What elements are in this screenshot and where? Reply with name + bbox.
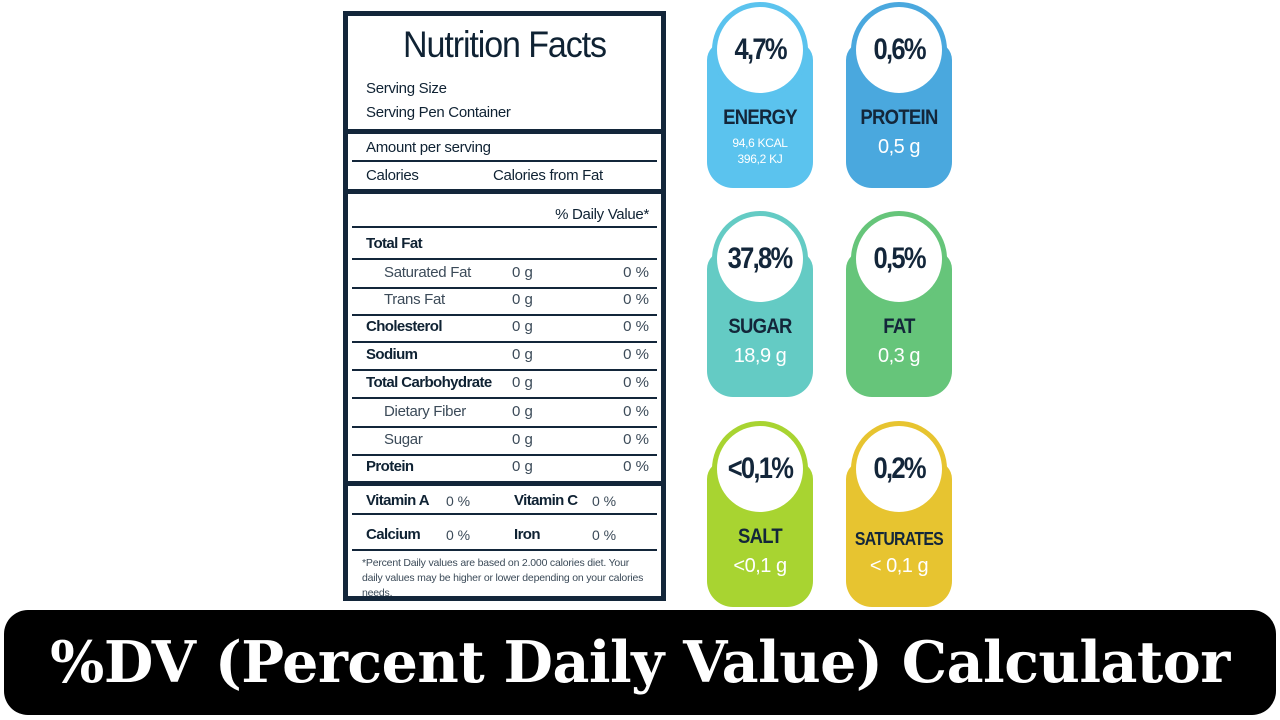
- nutrient-name: Saturated Fat: [384, 264, 471, 281]
- badge-percent: 0,2%: [873, 452, 926, 485]
- vitamin-percent: 0 %: [446, 527, 471, 543]
- vitamin-percent: 0 %: [592, 527, 617, 543]
- badge-name: FAT: [883, 315, 915, 338]
- nutrient-name: Total Carbohydrate: [366, 374, 492, 391]
- vitamin-percent: 0 %: [446, 493, 471, 509]
- badge-sub-kj: 396,2 KJ: [737, 152, 783, 166]
- nutrient-row: Protein 0 g 0 %: [352, 453, 657, 481]
- nutrient-amount: 0 g: [512, 458, 533, 475]
- nutrition-facts-title: Nutrition Facts: [403, 24, 607, 65]
- nutrient-percent: 0 %: [623, 403, 649, 420]
- nutrient-name: Total Fat: [366, 235, 423, 252]
- calories-from-fat-label: Calories from Fat: [493, 167, 603, 184]
- salt-badge: <0,1% SALT <0,1 g: [707, 421, 813, 607]
- nutrient-name: Sodium: [366, 346, 418, 363]
- amount-per-serving: Amount per serving: [366, 139, 491, 156]
- nutrient-row: Saturated Fat 0 g 0 %: [352, 259, 657, 289]
- nutrition-facts-label: Nutrition Facts Serving Size Serving Pen…: [343, 11, 666, 601]
- nutrient-name: Dietary Fiber: [384, 403, 466, 420]
- nutrient-row: Total Fat: [352, 230, 657, 260]
- nutrient-row: Cholesterol 0 g 0 %: [352, 313, 657, 343]
- badge-name: SATURATES: [854, 529, 944, 549]
- banner-title: %DV (Percent Daily Value) Calculator: [50, 629, 1230, 696]
- nutrient-percent: 0 %: [623, 318, 649, 335]
- nutrient-name: Trans Fat: [384, 291, 445, 308]
- vitamin-name: Vitamin A: [366, 492, 430, 509]
- nutrient-amount: 0 g: [512, 346, 533, 363]
- nutrient-amount: 0 g: [512, 264, 533, 281]
- divider: [348, 129, 661, 134]
- nutrient-row: Sugar 0 g 0 %: [352, 426, 657, 456]
- energy-badge: 4,7% ENERGY 94,6 KCAL 396,2 KJ: [707, 2, 813, 188]
- fat-badge: 0,5% FAT 0,3 g: [846, 211, 952, 397]
- nutrient-row: Total Carbohydrate 0 g 0 %: [352, 369, 657, 399]
- badge-ring: 37,8%: [712, 211, 808, 307]
- nutrient-amount: 0 g: [512, 403, 533, 420]
- sugar-badge: 37,8% SUGAR 18,9 g: [707, 211, 813, 397]
- nutrient-name: Cholesterol: [366, 318, 443, 335]
- divider: [352, 513, 657, 515]
- calories-label: Calories: [366, 167, 419, 184]
- badge-percent: 0,5%: [873, 242, 926, 275]
- vitamin-row: Calcium 0 % Iron 0 %: [352, 520, 657, 550]
- vitamin-name: Iron: [514, 526, 541, 543]
- vitamin-name: Calcium: [366, 526, 421, 543]
- nutrient-percent: 0 %: [623, 458, 649, 475]
- badge-percent: 37,8%: [728, 242, 794, 275]
- saturates-badge: 0,2% SATURATES < 0,1 g: [846, 421, 952, 607]
- divider: [352, 160, 657, 162]
- title-banner: %DV (Percent Daily Value) Calculator: [4, 610, 1276, 715]
- divider: [352, 549, 657, 551]
- badge-name: ENERGY: [723, 106, 798, 129]
- badge-sub-kcal: 94,6 KCAL: [732, 136, 788, 150]
- badge-percent: 4,7%: [734, 33, 787, 66]
- nutrient-row: Trans Fat 0 g 0 %: [352, 286, 657, 316]
- badge-ring: <0,1%: [712, 421, 808, 517]
- serving-container-label: Serving Pen Container: [366, 104, 511, 121]
- badge-value: 18,9 g: [733, 345, 787, 367]
- nutrient-amount: 0 g: [512, 291, 533, 308]
- badge-name: PROTEIN: [860, 106, 938, 129]
- nutrient-row: Sodium 0 g 0 %: [352, 341, 657, 371]
- badge-name: SUGAR: [728, 315, 792, 338]
- nutrient-percent: 0 %: [623, 346, 649, 363]
- badge-value: < 0,1 g: [869, 555, 929, 577]
- protein-badge: 0,6% PROTEIN 0,5 g: [846, 2, 952, 188]
- badge-name: SALT: [737, 525, 783, 548]
- vitamin-row: Vitamin A 0 % Vitamin C 0 %: [352, 486, 657, 516]
- nutrient-name: Sugar: [384, 431, 423, 448]
- vitamin-percent: 0 %: [592, 493, 617, 509]
- badge-ring: 0,6%: [851, 2, 947, 98]
- badge-percent: <0,1%: [727, 452, 794, 485]
- badge-value: <0,1 g: [733, 555, 787, 577]
- badge-ring: 4,7%: [712, 2, 808, 98]
- nutrient-name: Protein: [366, 458, 414, 475]
- badge-value: 0,3 g: [878, 345, 920, 367]
- badge-ring: 0,2%: [851, 421, 947, 517]
- divider: [348, 189, 661, 194]
- divider: [348, 481, 661, 486]
- nutrient-amount: 0 g: [512, 374, 533, 391]
- serving-size-label: Serving Size: [366, 80, 447, 97]
- footnote: *Percent Daily values are based on 2.000…: [362, 557, 644, 599]
- vitamin-name: Vitamin C: [514, 492, 578, 509]
- nutrient-percent: 0 %: [623, 431, 649, 448]
- divider: [352, 226, 657, 228]
- badge-value: 0,5 g: [878, 136, 920, 158]
- badge-ring: 0,5%: [851, 211, 947, 307]
- nutrient-amount: 0 g: [512, 318, 533, 335]
- nutrient-percent: 0 %: [623, 374, 649, 391]
- nutrient-percent: 0 %: [623, 291, 649, 308]
- daily-value-header: % Daily Value*: [555, 206, 649, 223]
- badge-percent: 0,6%: [873, 33, 926, 66]
- nutrient-amount: 0 g: [512, 431, 533, 448]
- nutrient-percent: 0 %: [623, 264, 649, 281]
- nutrient-row: Dietary Fiber 0 g 0 %: [352, 398, 657, 428]
